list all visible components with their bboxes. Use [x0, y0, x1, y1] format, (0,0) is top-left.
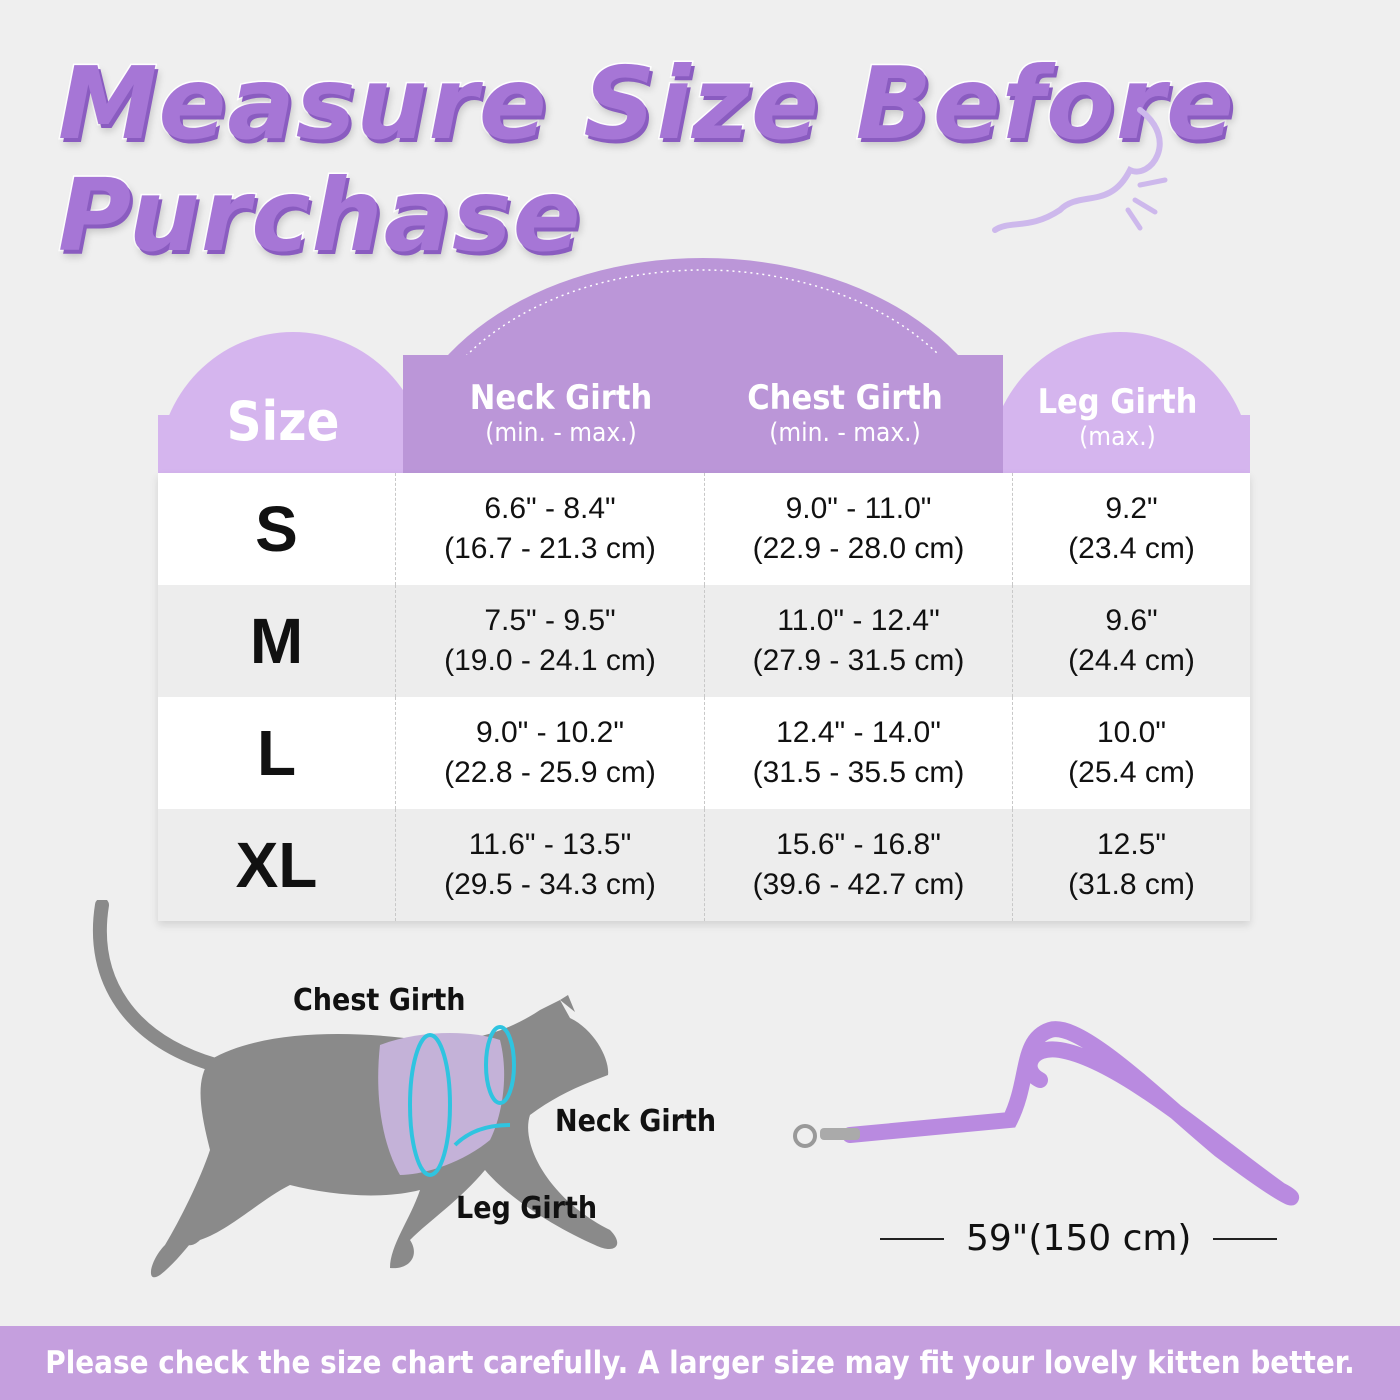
cat-harness-illustration: [92, 900, 618, 1278]
chest-cell: 15.6" - 16.8" (39.6 - 42.7 cm): [704, 809, 1012, 921]
size-chart-table: S 6.6" - 8.4" (16.7 - 21.3 cm) 9.0" - 11.…: [158, 473, 1250, 921]
neck-cell: 7.5" - 9.5" (19.0 - 24.1 cm): [395, 585, 704, 697]
header-neck-girth: Neck Girth (min. - max.): [469, 378, 653, 448]
neck-cell: 9.0" - 10.2" (22.8 - 25.9 cm): [395, 697, 704, 809]
size-cell: L: [256, 717, 297, 789]
table-row-l: L 9.0" - 10.2" (22.8 - 25.9 cm) 12.4" - 1…: [158, 697, 1250, 809]
table-row-m: M 7.5" - 9.5" (19.0 - 24.1 cm) 11.0" - 12…: [158, 585, 1250, 697]
table-header-background: [158, 258, 1250, 475]
page-title: Measure Size Before Purchase: [56, 45, 1236, 274]
size-cell: S: [255, 493, 298, 565]
leash-length: 59"(150 cm): [880, 1218, 1278, 1259]
leg-cell: 9.2" (23.4 cm): [1012, 473, 1250, 585]
leg-cell: 9.6" (24.4 cm): [1012, 585, 1250, 697]
header-leg-girth: Leg Girth (max.): [1037, 382, 1198, 452]
table-row-s: S 6.6" - 8.4" (16.7 - 21.3 cm) 9.0" - 11.…: [158, 473, 1250, 585]
chest-cell: 12.4" - 14.0" (31.5 - 35.5 cm): [704, 697, 1012, 809]
header-chest-girth: Chest Girth (min. - max.): [747, 378, 943, 448]
leash-illustration: [793, 1021, 1300, 1206]
neck-cell: 11.6" - 13.5" (29.5 - 34.3 cm): [395, 809, 704, 921]
chest-girth-label: Chest Girth: [293, 983, 466, 1018]
chest-cell: 11.0" - 12.4" (27.9 - 31.5 cm): [704, 585, 1012, 697]
table-row-xl: XL 11.6" - 13.5" (29.5 - 34.3 cm) 15.6" -…: [158, 809, 1250, 921]
neck-cell: 6.6" - 8.4" (16.7 - 21.3 cm): [395, 473, 704, 585]
leg-cell: 10.0" (25.4 cm): [1012, 697, 1250, 809]
header-size: Size: [226, 390, 340, 453]
leg-cell: 12.5" (31.8 cm): [1012, 809, 1250, 921]
dimension-line: [880, 1237, 944, 1240]
footer-banner: Please check the size chart carefully. A…: [0, 1326, 1400, 1400]
size-cell: M: [249, 605, 304, 677]
chest-cell: 9.0" - 11.0" (22.9 - 28.0 cm): [704, 473, 1012, 585]
leg-girth-label: Leg Girth: [456, 1191, 598, 1226]
neck-girth-label: Neck Girth: [555, 1104, 717, 1139]
size-cell: XL: [235, 829, 318, 901]
decorative-cat-tail-doodle: [992, 107, 1168, 233]
dimension-line: [1213, 1237, 1278, 1240]
